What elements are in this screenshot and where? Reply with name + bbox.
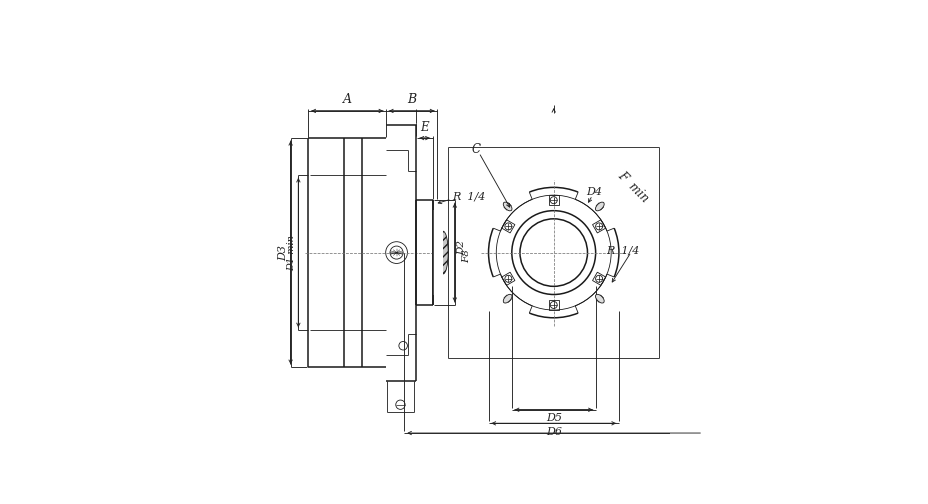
Ellipse shape bbox=[595, 294, 603, 303]
Text: A: A bbox=[342, 93, 352, 106]
Text: D1 min: D1 min bbox=[287, 235, 295, 271]
Text: D6: D6 bbox=[545, 427, 561, 437]
Text: F8: F8 bbox=[461, 249, 470, 263]
Text: D5: D5 bbox=[545, 413, 561, 423]
Text: R  1/4: R 1/4 bbox=[605, 245, 638, 256]
Text: C: C bbox=[471, 143, 480, 156]
Text: B: B bbox=[406, 93, 416, 106]
Text: E: E bbox=[420, 121, 429, 134]
Text: D3: D3 bbox=[278, 244, 289, 261]
Ellipse shape bbox=[595, 202, 603, 211]
Ellipse shape bbox=[503, 294, 511, 303]
Ellipse shape bbox=[438, 231, 447, 274]
Ellipse shape bbox=[503, 202, 511, 211]
Text: D4: D4 bbox=[586, 187, 602, 198]
Text: F  min: F min bbox=[614, 169, 650, 205]
Text: D2: D2 bbox=[457, 240, 466, 256]
Text: R  1/4: R 1/4 bbox=[452, 192, 485, 201]
Bar bbox=[432, 210, 443, 295]
